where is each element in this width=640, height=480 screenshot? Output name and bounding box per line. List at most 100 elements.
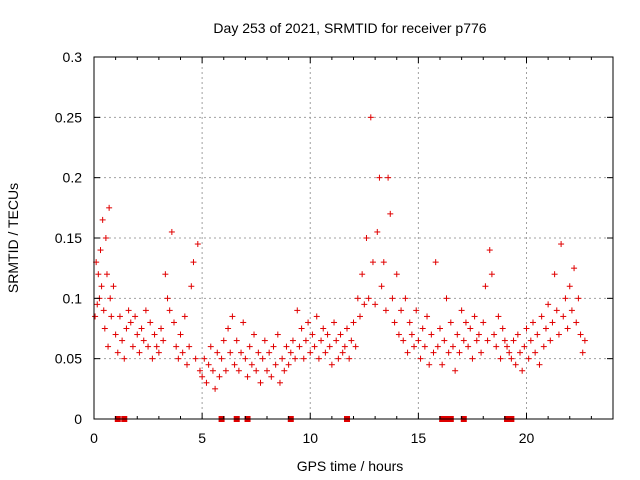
data-point <box>177 331 184 338</box>
data-point <box>534 331 541 338</box>
data-point <box>385 174 392 181</box>
data-point <box>417 355 424 362</box>
data-point <box>238 349 245 356</box>
y-tick-label: 0.15 <box>55 230 82 246</box>
data-point <box>196 367 203 374</box>
data-point <box>199 373 206 380</box>
data-point <box>129 343 136 350</box>
data-point <box>175 355 182 362</box>
data-point <box>445 349 452 356</box>
data-point <box>449 343 456 350</box>
data-point <box>136 349 143 356</box>
data-point <box>361 301 368 308</box>
data-point <box>155 349 162 356</box>
data-point <box>415 337 422 344</box>
data-point <box>110 283 117 290</box>
data-point <box>553 307 560 314</box>
data-point <box>542 325 549 332</box>
data-point <box>149 355 156 362</box>
x-axis-label: GPS time / hours <box>297 458 404 474</box>
data-point <box>393 271 400 278</box>
y-tick-label: 0.25 <box>55 109 82 125</box>
data-point <box>458 307 465 314</box>
data-point <box>242 355 249 362</box>
data-point <box>333 337 340 344</box>
tick-labels: 0 5 10 15 20 0 0.05 0.1 0.15 0.2 0.25 0.3 <box>55 49 535 446</box>
data-point <box>225 325 232 332</box>
data-point <box>307 349 314 356</box>
data-point <box>274 331 281 338</box>
data-point <box>123 325 130 332</box>
data-point <box>283 343 290 350</box>
data-point <box>153 343 160 350</box>
data-point <box>579 349 586 356</box>
data-point <box>354 295 361 302</box>
data-point <box>158 325 165 332</box>
data-point <box>251 331 258 338</box>
data-point <box>279 355 286 362</box>
data-point <box>532 349 539 356</box>
data-point <box>411 343 418 350</box>
data-point <box>356 313 363 320</box>
data-point <box>473 337 480 344</box>
data-point <box>311 343 318 350</box>
data-point <box>408 331 415 338</box>
data-point <box>478 349 485 356</box>
data-point <box>145 343 152 350</box>
data-point <box>216 373 223 380</box>
data-point <box>162 271 169 278</box>
y-axis-label: SRMTID / TECUs <box>5 183 21 293</box>
data-point <box>328 361 335 368</box>
data-point <box>475 331 482 338</box>
data-point <box>140 337 147 344</box>
x-tick-label: 10 <box>302 430 318 446</box>
data-point <box>568 307 575 314</box>
data-point <box>566 283 573 290</box>
data-point <box>127 319 134 326</box>
data-point <box>339 349 346 356</box>
data-point <box>92 313 99 320</box>
data-point <box>121 355 128 362</box>
data-point <box>164 295 171 302</box>
data-point <box>151 331 158 338</box>
data-point <box>138 325 145 332</box>
data-point <box>300 355 307 362</box>
data-point <box>320 325 327 332</box>
data-point <box>296 343 303 350</box>
data-point <box>562 295 569 302</box>
data-point <box>119 337 126 344</box>
data-point <box>571 265 578 272</box>
data-point <box>389 295 396 302</box>
data-point <box>404 349 411 356</box>
data-point <box>443 295 450 302</box>
data-point <box>248 361 255 368</box>
data-point <box>400 337 407 344</box>
data-point <box>573 319 580 326</box>
data-point <box>294 307 301 314</box>
data-point <box>352 343 359 350</box>
data-point <box>378 283 385 290</box>
data-point <box>428 331 435 338</box>
data-point <box>192 355 199 362</box>
data-point <box>212 385 219 392</box>
data-point <box>510 337 517 344</box>
axis-ticks <box>93 56 614 420</box>
data-point <box>432 259 439 266</box>
data-point <box>331 319 338 326</box>
data-point <box>564 325 571 332</box>
data-point <box>452 367 459 374</box>
data-point <box>298 325 305 332</box>
data-point <box>419 325 426 332</box>
data-point <box>147 319 154 326</box>
data-point <box>376 174 383 181</box>
data-point <box>220 337 227 344</box>
data-point <box>322 349 329 356</box>
data-point <box>527 337 534 344</box>
data-point <box>488 271 495 278</box>
data-point <box>209 367 216 374</box>
data-point <box>555 331 562 338</box>
data-point <box>508 355 515 362</box>
chart-title: Day 253 of 2021, SRMTID for receiver p77… <box>213 20 486 36</box>
data-point <box>233 337 240 344</box>
